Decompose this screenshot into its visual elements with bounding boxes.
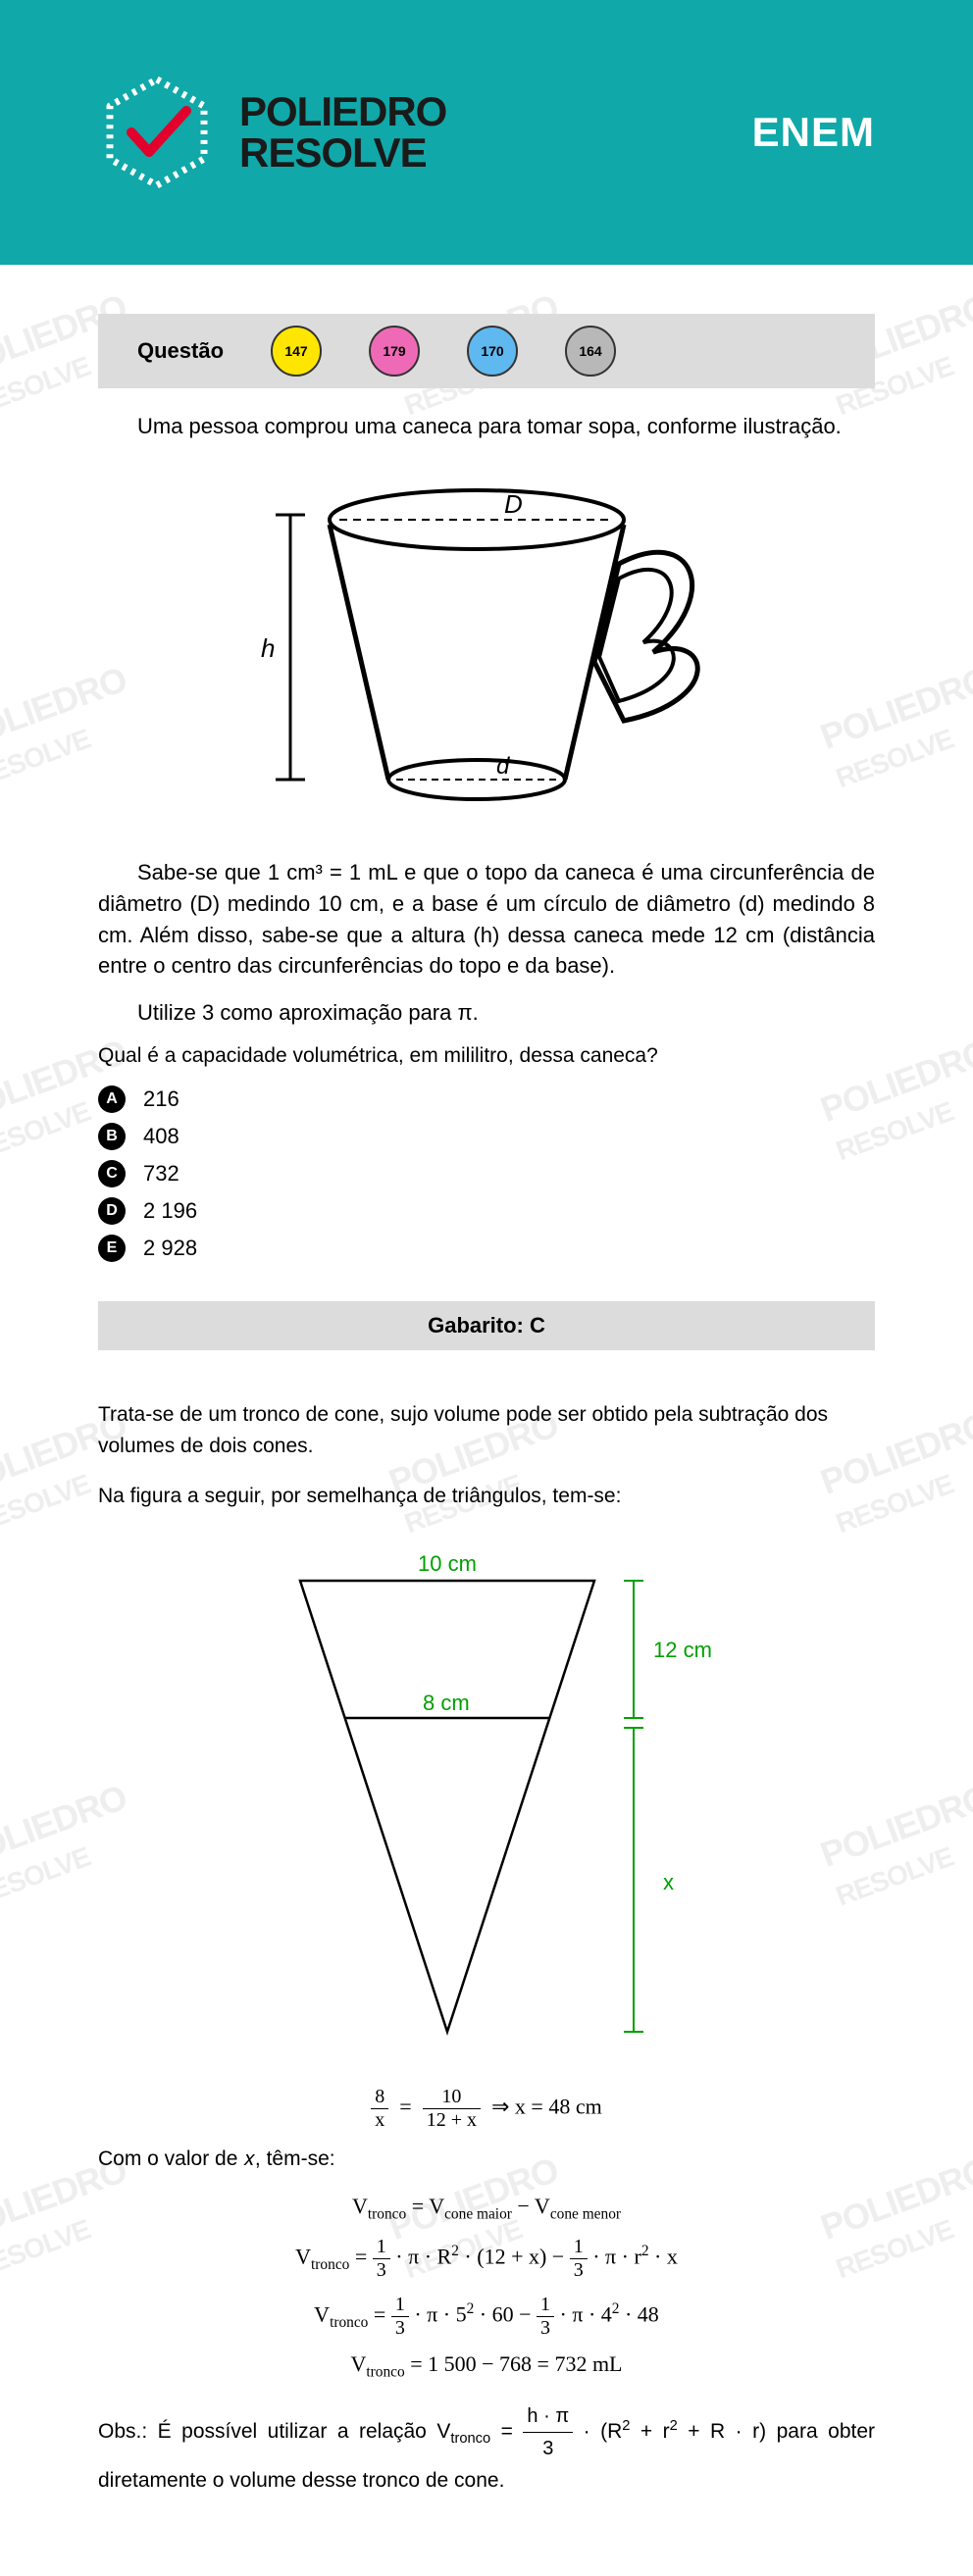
eq1: 8x = 1012 + x ⇒ x = 48 cm bbox=[98, 2086, 875, 2132]
logo-block: POLIEDRO RESOLVE bbox=[98, 74, 446, 191]
eq2: Vtronco = Vcone maior − Vcone menor bbox=[98, 2194, 875, 2223]
option-d: D 2 196 bbox=[98, 1197, 875, 1225]
solution-p3: Com o valor de 𝑥, têm-se: bbox=[98, 2144, 875, 2175]
cone-top-label: 10 cm bbox=[418, 1551, 477, 1576]
option-text: 216 bbox=[143, 1086, 179, 1112]
body-para: Sabe-se que 1 cm³ = 1 mL e que o topo da… bbox=[98, 857, 875, 983]
brand-text: POLIEDRO RESOLVE bbox=[239, 91, 446, 174]
solution-p1: Trata-se de um tronco de cone, sujo volu… bbox=[98, 1399, 875, 1461]
content: Questão 147 179 170 164 Uma pessoa compr… bbox=[0, 265, 973, 2576]
eq5: Vtronco = 1 500 − 768 = 732 mL bbox=[98, 2351, 875, 2381]
label-D: D bbox=[504, 489, 523, 519]
gabarito-bar: Gabarito: C bbox=[98, 1301, 875, 1350]
solution-p2: Na figura a seguir, por semelhança de tr… bbox=[98, 1481, 875, 1512]
question-label: Questão bbox=[137, 338, 224, 364]
solution-note: Obs.: É possível utilizar a relação Vtro… bbox=[98, 2400, 875, 2498]
option-letter: C bbox=[98, 1160, 126, 1187]
eq3: Vtronco = 13 · π · R2 · (12 + x) − 13 · … bbox=[98, 2236, 875, 2282]
cone-right-bottom: x bbox=[663, 1870, 674, 1894]
cone-mid-label: 8 cm bbox=[423, 1691, 470, 1715]
option-letter: D bbox=[98, 1197, 126, 1225]
option-a: A 216 bbox=[98, 1086, 875, 1113]
hexagon-check-icon bbox=[98, 74, 216, 191]
pi-line: Utilize 3 como aproximação para π. bbox=[98, 997, 875, 1029]
option-text: 2 196 bbox=[143, 1198, 197, 1224]
question-circle-1: 179 bbox=[369, 326, 420, 377]
question-circle-3: 164 bbox=[565, 326, 616, 377]
question-circle-0: 147 bbox=[271, 326, 322, 377]
brand-line2: RESOLVE bbox=[239, 132, 446, 174]
brand-line1: POLIEDRO bbox=[239, 91, 446, 132]
option-c: C 732 bbox=[98, 1160, 875, 1187]
option-b: B 408 bbox=[98, 1123, 875, 1150]
option-text: 408 bbox=[143, 1124, 179, 1149]
option-text: 2 928 bbox=[143, 1236, 197, 1261]
option-letter: E bbox=[98, 1235, 126, 1262]
prompt: Uma pessoa comprou uma caneca para tomar… bbox=[98, 412, 875, 442]
mug-figure: h D d bbox=[98, 466, 875, 833]
label-d: d bbox=[496, 753, 510, 780]
option-text: 732 bbox=[143, 1161, 179, 1187]
options: A 216 B 408 C 732 D 2 196 E 2 928 bbox=[98, 1086, 875, 1262]
exam-label: ENEM bbox=[752, 109, 875, 156]
label-h: h bbox=[261, 633, 275, 663]
header: POLIEDRO RESOLVE ENEM bbox=[0, 0, 973, 265]
option-e: E 2 928 bbox=[98, 1235, 875, 1262]
eq1-result: ⇒ x = 48 cm bbox=[491, 2094, 602, 2118]
question-circle-2: 170 bbox=[467, 326, 518, 377]
cone-figure: 10 cm 8 cm 12 cm x bbox=[98, 1541, 875, 2056]
cone-right-top: 12 cm bbox=[653, 1638, 712, 1662]
option-letter: B bbox=[98, 1123, 126, 1150]
option-letter: A bbox=[98, 1086, 126, 1113]
eq4: Vtronco = 13 · π · 52 · 60 − 13 · π · 42… bbox=[98, 2294, 875, 2340]
question-line: Qual é a capacidade volumétrica, em mili… bbox=[98, 1044, 875, 1068]
question-bar: Questão 147 179 170 164 bbox=[98, 314, 875, 388]
